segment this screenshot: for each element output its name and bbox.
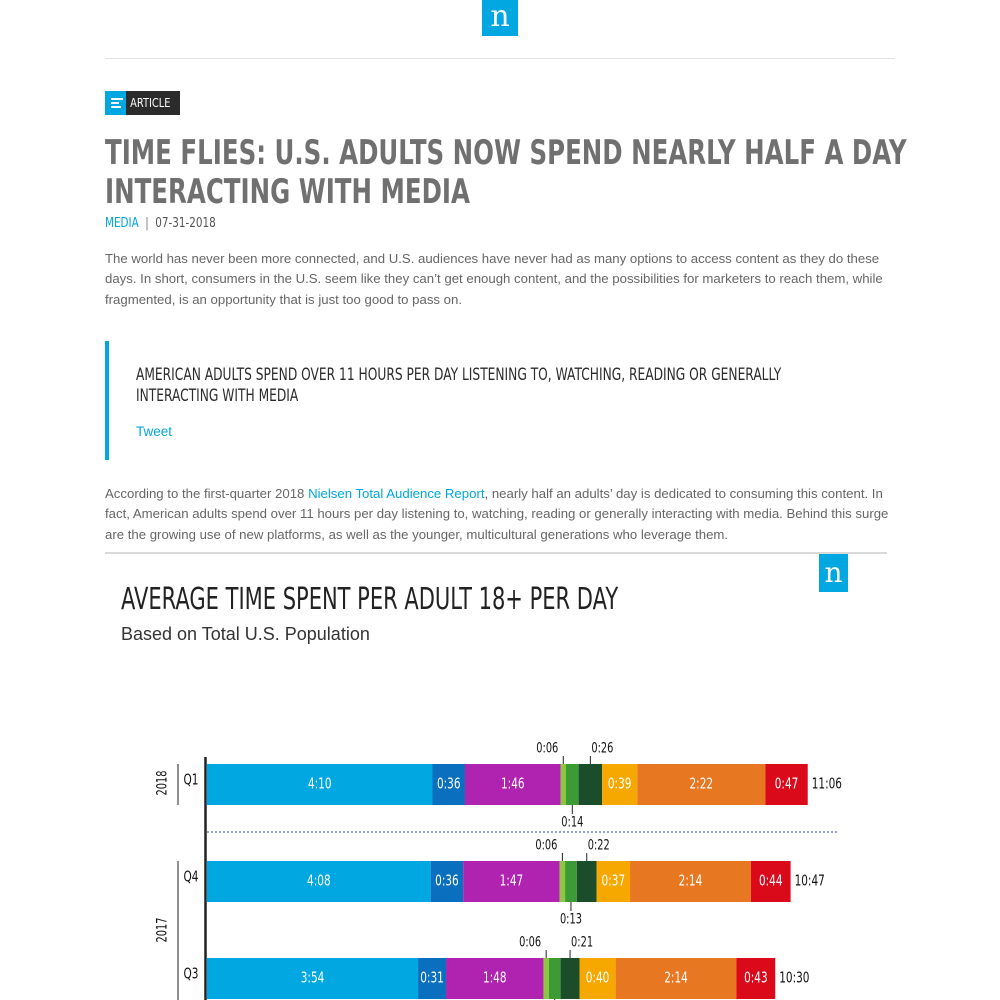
bar-value-label: 0:36	[435, 873, 459, 890]
badge-label: ARTICLE	[129, 96, 171, 110]
year-group-label: 2017	[154, 918, 170, 943]
bar-value-label: 4:08	[307, 873, 331, 890]
bar-segment	[576, 861, 597, 902]
page-title-line-2: INTERACTING WITH MEDIA	[105, 172, 470, 212]
row-total-label: 10:30	[779, 970, 809, 987]
quarter-label: Q1	[184, 772, 199, 789]
bar-segment	[736, 958, 776, 999]
tweet-link[interactable]: Tweet	[136, 424, 173, 439]
bar-segment	[543, 958, 549, 999]
callout-label-above: 0:06	[519, 934, 541, 950]
bar-segment	[418, 958, 447, 999]
article-badge: ARTICLE	[105, 91, 180, 115]
bar-segment	[432, 764, 465, 805]
bar-segment	[615, 958, 737, 999]
bar-segment	[765, 764, 808, 805]
meta-separator: |	[145, 216, 149, 231]
bar-segment	[559, 861, 566, 902]
bar-segment	[637, 764, 766, 805]
bar-value-label: 1:48	[483, 970, 507, 987]
bar-segment	[750, 861, 791, 902]
bar-segment	[565, 861, 577, 902]
row-total-label: 11:06	[812, 776, 842, 793]
bar-value-label: 0:40	[586, 970, 610, 987]
chart-top-rule	[105, 552, 887, 554]
bar-segment	[463, 861, 560, 902]
bar-segment	[560, 764, 566, 805]
year-group-label: 2018	[154, 771, 170, 796]
bar-value-label: 1:47	[500, 873, 524, 890]
body-text-after-link: , nearly half an adults’ day is dedicate…	[105, 486, 889, 542]
bar-value-label: 0:47	[775, 776, 799, 793]
bar-value-label: 0:37	[602, 873, 626, 890]
bar-value-label: 2:14	[679, 873, 703, 890]
bar-value-label: 0:31	[420, 970, 444, 987]
pull-quote: AMERICAN ADULTS SPEND OVER 11 HOURS PER …	[105, 341, 895, 460]
body-text-before-link: According to the first-quarter 2018	[105, 486, 309, 501]
chart-nielsen-logo: n	[819, 554, 848, 592]
callout-label-above: 0:06	[535, 837, 557, 853]
callout-label-below: 0:13	[560, 911, 582, 927]
row-total-label: 10:47	[795, 873, 825, 890]
callout-label-above: 0:26	[591, 740, 613, 756]
logo-letter: n	[490, 0, 510, 34]
pull-quote-text: AMERICAN ADULTS SPEND OVER 11 HOURS PER …	[136, 365, 782, 406]
bar-value-label: 4:10	[308, 776, 332, 793]
bar-value-label: 1:46	[501, 776, 525, 793]
publish-date: 07-31-2018	[155, 216, 216, 231]
bar-segment	[602, 764, 638, 805]
bar-value-label: 0:43	[744, 970, 768, 987]
bar-segment	[579, 958, 616, 999]
bar-value-label: 3:54	[301, 970, 325, 987]
intro-paragraph: The world has never been more connected,…	[105, 251, 883, 307]
bar-segment	[548, 958, 561, 999]
bar-segment	[630, 861, 751, 902]
category-link[interactable]: MEDIA	[105, 216, 139, 231]
bar-value-label: 0:36	[437, 776, 461, 793]
bar-segment	[578, 764, 603, 805]
callout-label-above: 0:22	[588, 837, 610, 853]
chart-title: AVERAGE TIME SPENT PER ADULT 18+ PER DAY	[121, 582, 619, 617]
bar-segment	[596, 861, 631, 902]
bar-segment	[430, 861, 464, 902]
header-divider	[105, 58, 895, 59]
bar-value-label: 0:44	[759, 873, 783, 890]
bar-segment	[207, 958, 419, 999]
article-list-icon	[105, 91, 126, 115]
nielsen-logo[interactable]: n	[482, 0, 518, 36]
chart-subtitle: Based on Total U.S. Population	[121, 624, 370, 644]
total-audience-report-link[interactable]: Nielsen Total Audience Report	[308, 486, 485, 501]
bar-segment	[446, 958, 544, 999]
quarter-label: Q3	[184, 966, 199, 983]
callout-label-above: 0:06	[536, 740, 558, 756]
bar-segment	[464, 764, 561, 805]
bar-segment	[560, 958, 580, 999]
article-meta: MEDIA | 07-31-2018	[105, 216, 216, 231]
bar-value-label: 2:14	[664, 970, 688, 987]
bar-value-label: 0:39	[608, 776, 632, 793]
callout-label-above: 0:21	[571, 934, 593, 950]
bar-segment	[207, 861, 431, 902]
body-paragraph: According to the first-quarter 2018 Niel…	[105, 484, 895, 545]
quarter-label: Q4	[184, 869, 199, 886]
bar-segment	[565, 764, 579, 805]
bar-value-label: 2:22	[690, 776, 714, 793]
chart-logo-letter: n	[824, 556, 843, 589]
bar-segment	[207, 764, 433, 805]
callout-label-below: 0:14	[561, 814, 583, 830]
